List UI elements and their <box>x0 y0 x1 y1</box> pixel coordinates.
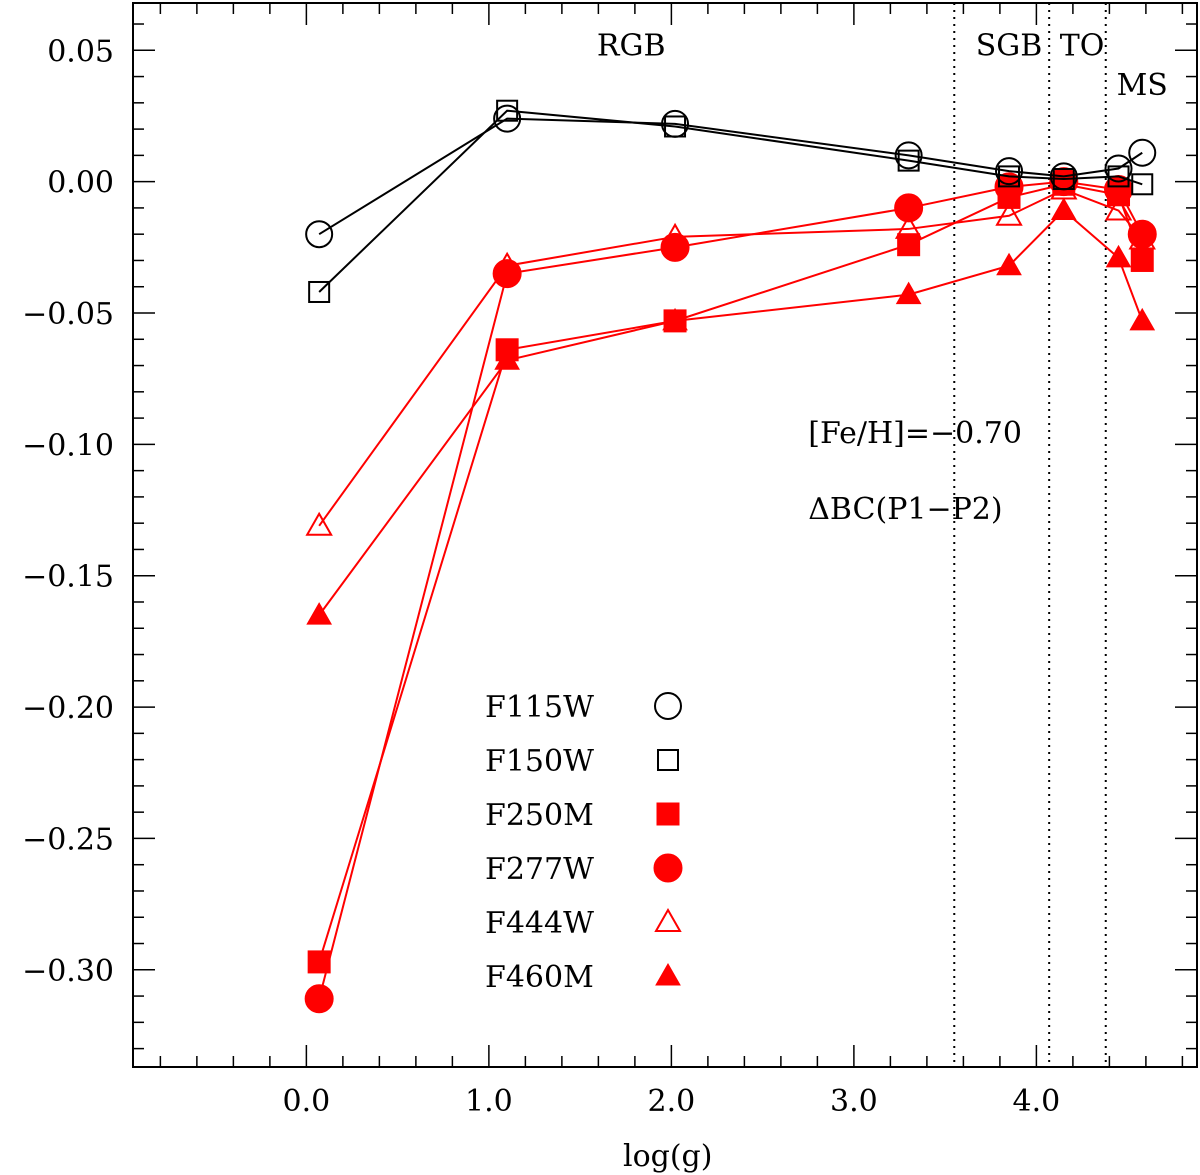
series-f150w <box>308 99 1154 303</box>
data-point-f250m <box>307 950 331 974</box>
annotation: ΔBC(P1−P2) <box>808 492 1002 527</box>
y-tick-label: 0.00 <box>47 166 114 201</box>
data-point-f444w <box>305 511 333 536</box>
plot-frame <box>132 2 1198 1068</box>
data-point-f460m <box>1050 197 1077 221</box>
data-point-f444w <box>1104 196 1133 221</box>
data-point-f115w <box>894 141 923 170</box>
y-tick-label: −0.05 <box>22 297 114 332</box>
data-point-f115w <box>305 220 334 249</box>
data-point-f444w <box>894 214 923 239</box>
data-point-f277w <box>660 232 690 262</box>
data-point-f460m <box>306 602 333 625</box>
legend-label: F444W <box>485 906 594 941</box>
data-point-f460m <box>494 347 520 370</box>
data-point-f250m <box>897 233 921 257</box>
data-point-f150w <box>1131 173 1154 196</box>
legend-label: F150W <box>485 744 594 779</box>
data-point-f115w <box>995 157 1024 186</box>
data-point-f150w <box>664 115 687 138</box>
x-tick-label: 0.0 <box>283 1084 331 1119</box>
data-point-f277w <box>304 984 334 1014</box>
legend-label: F250M <box>485 798 594 833</box>
x-tick-label: 2.0 <box>648 1084 696 1119</box>
data-point-f444w <box>995 201 1023 226</box>
legend-marker-f277w <box>653 853 683 883</box>
data-point-f150w <box>496 99 519 122</box>
data-point-f277w <box>894 193 924 223</box>
y-tick-label: −0.25 <box>22 822 114 857</box>
y-tick-label: −0.30 <box>22 954 114 989</box>
series-line-f444w <box>318 188 1144 527</box>
data-point-f444w <box>661 222 689 247</box>
annotation: RGB <box>597 29 666 64</box>
x-tick-label: 4.0 <box>1013 1084 1061 1119</box>
legend: F115W F150W F250M F277W F444W F460M <box>485 690 683 995</box>
y-tick-label: 0.05 <box>47 34 114 69</box>
y-tick-label: −0.10 <box>22 428 114 463</box>
legend-marker-f150w <box>657 749 679 771</box>
legend-marker-f444w <box>654 907 682 932</box>
annotation: SGB <box>976 29 1043 64</box>
legend-label: F460M <box>485 960 594 995</box>
data-point-f444w <box>1128 225 1156 250</box>
data-point-f460m <box>996 252 1022 276</box>
series-line-f460m <box>318 209 1144 616</box>
y-tick-label: −0.20 <box>22 691 114 726</box>
y-tick-label: −0.15 <box>22 560 114 595</box>
annotation: MS <box>1117 68 1168 103</box>
data-point-f460m <box>1129 307 1156 331</box>
series-f460m <box>306 197 1156 625</box>
series-f250m <box>307 172 1154 974</box>
data-point-f150w <box>998 165 1021 188</box>
legend-marker-f250m <box>656 802 680 826</box>
x-axis-label: log(g) <box>623 1139 712 1174</box>
data-point-f115w <box>493 104 522 133</box>
annotation: [Fe/H]=−0.70 <box>808 416 1022 451</box>
data-point-f150w <box>1107 165 1130 188</box>
series-line-f277w <box>318 180 1144 999</box>
data-point-f460m <box>1105 244 1132 268</box>
data-point-f150w <box>308 280 331 303</box>
data-point-f150w <box>1052 168 1075 191</box>
data-point-f115w <box>1128 138 1157 167</box>
data-point-f460m <box>895 281 922 305</box>
data-point-f460m <box>662 307 688 331</box>
legend-label: F115W <box>485 690 594 725</box>
series-f444w <box>305 175 1156 536</box>
data-point-f250m <box>1130 248 1154 272</box>
legend-label: F277W <box>485 852 594 887</box>
annotation: TO <box>1060 29 1105 64</box>
series-line-f250m <box>318 183 1144 963</box>
data-point-f150w <box>897 149 920 172</box>
legend-marker-f460m <box>655 962 681 986</box>
legend-marker-f115w <box>654 692 682 720</box>
x-tick-label: 1.0 <box>465 1084 513 1119</box>
x-tick-label: 3.0 <box>830 1084 878 1119</box>
data-point-f444w <box>493 251 521 276</box>
data-point-f115w <box>1104 154 1133 183</box>
